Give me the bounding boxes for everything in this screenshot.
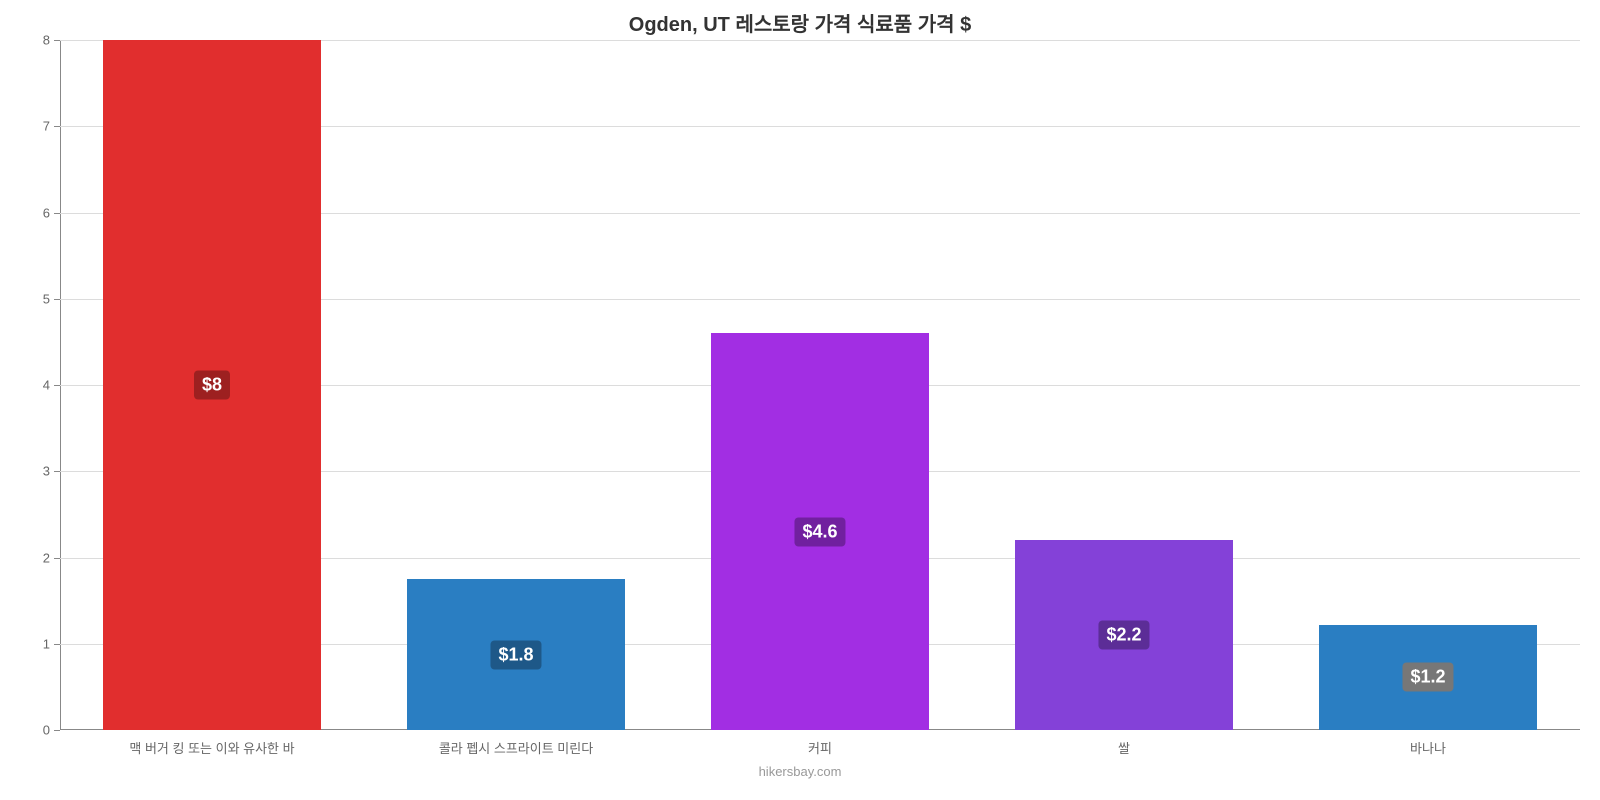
bars-layer: $8 $1.8 $4.6 $2.2 $1.2: [60, 40, 1580, 730]
y-tick-mark: [54, 126, 60, 127]
category-label: 쌀: [1118, 738, 1130, 757]
bar: $1.8: [407, 579, 626, 730]
bar: $8: [103, 40, 322, 730]
bar: $1.2: [1319, 625, 1538, 730]
plot-area: 012345678 $8$1.8$4.6$2.2$1.2 맥 버거 킹 또는 이…: [60, 40, 1580, 730]
price-chart: Ogden, UT 레스토랑 가격 식료품 가격 $ 012345678 $8$…: [0, 0, 1600, 800]
y-tick-mark: [54, 730, 60, 731]
bar-value-label: $1.2: [1402, 663, 1453, 692]
category-label: 맥 버거 킹 또는 이와 유사한 바: [129, 738, 294, 757]
bar-value-label: $1.8: [490, 640, 541, 669]
bar: $4.6: [711, 333, 930, 730]
y-tick-mark: [54, 213, 60, 214]
y-tick-mark: [54, 299, 60, 300]
bar-value-label: $8: [194, 371, 230, 400]
category-label: 콜라 펩시 스프라이트 미린다: [439, 738, 593, 757]
y-tick-mark: [54, 471, 60, 472]
bar-value-label: $4.6: [794, 517, 845, 546]
chart-credit: hikersbay.com: [0, 764, 1600, 779]
category-label: 커피: [808, 738, 832, 757]
bar-value-label: $2.2: [1098, 621, 1149, 650]
y-tick-mark: [54, 558, 60, 559]
chart-title: Ogden, UT 레스토랑 가격 식료품 가격 $: [0, 8, 1600, 37]
category-label: 바나나: [1410, 738, 1446, 757]
y-tick-mark: [54, 40, 60, 41]
bar: $2.2: [1015, 540, 1234, 730]
y-tick-mark: [54, 644, 60, 645]
y-tick-mark: [54, 385, 60, 386]
